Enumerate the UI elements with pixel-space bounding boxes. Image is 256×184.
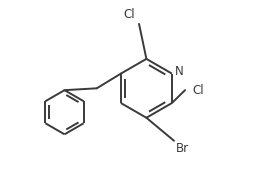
Text: Br: Br <box>176 142 189 155</box>
Text: Cl: Cl <box>123 8 135 21</box>
Text: Cl: Cl <box>193 84 204 97</box>
Text: N: N <box>175 65 183 78</box>
